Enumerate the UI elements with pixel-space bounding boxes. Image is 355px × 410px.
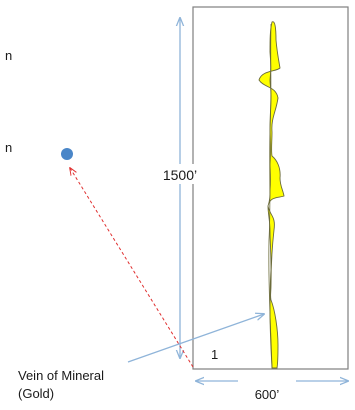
height-dimension-label-bg xyxy=(157,164,203,184)
vein-callout-arrow xyxy=(127,314,264,363)
height-dimension-label: 1500’ xyxy=(163,167,197,183)
vein-edge-line xyxy=(268,23,273,369)
vein-label-line2: (Gold) xyxy=(18,386,54,401)
clipped-text-fragment: n xyxy=(5,48,12,63)
vein-label-line1: Vein of Mineral xyxy=(18,368,104,383)
width-dimension-label: 600’ xyxy=(255,387,280,402)
corner-number-label: 1 xyxy=(211,347,218,362)
dashed-pointer-arrow xyxy=(70,168,194,368)
point-marker xyxy=(61,148,73,160)
clipped-text-fragment: n xyxy=(5,140,12,155)
